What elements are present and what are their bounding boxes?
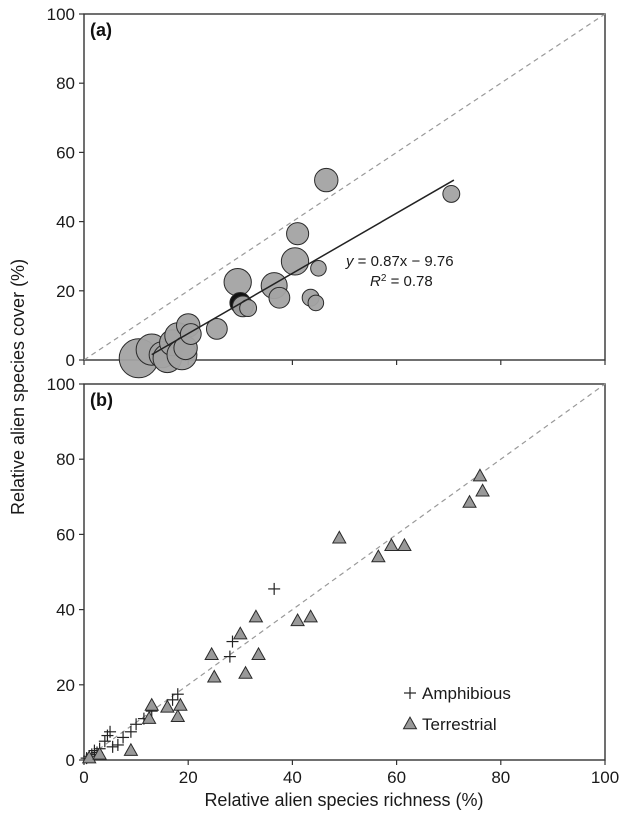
terrestrial-point (206, 669, 222, 683)
terrestrial-point (303, 609, 318, 623)
panel-b: 0 20 40 60 80 100 0 20 40 60 80 100 (b) Amphibious… (47, 375, 620, 787)
panel-a-label: (a) (90, 20, 112, 40)
bubble-point (310, 260, 327, 277)
bubble-point (280, 247, 310, 276)
terrestrial-point (290, 613, 305, 627)
terrestrial-point (397, 537, 412, 551)
terrestrial-point (170, 708, 186, 723)
amphibious-point (98, 735, 111, 748)
panel-a-y-tick-label: 40 (56, 213, 75, 232)
terrestrial-point (251, 646, 266, 660)
panel-b-y-tick-label: 60 (56, 525, 75, 544)
panel-b-legend: Amphibious Terrestrial (402, 684, 511, 734)
legend-triangle-marker (402, 716, 418, 730)
bubble-point (268, 286, 291, 309)
terrestrial-point (475, 483, 490, 497)
equation-y-symbol: y (345, 253, 355, 270)
panel-a-equation: y = 0.87x − 9.76 (345, 253, 454, 270)
panel-b-x-tick-label: 60 (387, 768, 406, 787)
terrestrial-point (173, 697, 188, 711)
legend-terrestrial-marker (402, 716, 418, 730)
terrestrial-point (141, 710, 157, 724)
panel-a-y-tick-label: 20 (56, 282, 75, 301)
legend-amphibious-label: Amphibious (422, 684, 511, 703)
terrestrial-point (123, 742, 139, 756)
panel-a-y-ticks: 0 20 40 60 80 100 (47, 5, 84, 370)
terrestrial-point (384, 537, 399, 551)
amphibious-point (223, 650, 236, 663)
panel-a-fit-line (151, 179, 455, 356)
panel-b-y-tick-label: 100 (47, 375, 75, 394)
bubble-point (307, 294, 325, 312)
panel-a-y-tick-label: 100 (47, 5, 75, 24)
r-squared-exponent: 2 (381, 273, 387, 284)
terrestrial-point (371, 549, 386, 563)
terrestrial-point (204, 646, 219, 660)
terrestrial-point (232, 626, 248, 640)
terrestrial-point (248, 609, 264, 623)
bubble-point (223, 268, 252, 297)
amphibious-point (104, 725, 117, 738)
panel-a-y-tick-label: 80 (56, 74, 75, 93)
r-squared-symbol: R (370, 273, 381, 290)
terrestrial-point (92, 746, 107, 760)
terrestrial-point (462, 494, 477, 508)
terrestrial-point (81, 750, 97, 764)
terrestrial-point (160, 699, 175, 713)
panel-a: 0 20 40 60 80 100 (a) y = 0.87x − 9.76 R2 = 0… (47, 5, 606, 379)
bubble-point (179, 323, 202, 345)
x-axis-title: Relative alien species richness (%) (204, 790, 483, 810)
panel-b-y-tick-label: 80 (56, 450, 75, 469)
amphibious-point (268, 582, 281, 595)
panel-b-y-ticks: 0 20 40 60 80 100 (47, 375, 84, 770)
panel-b-x-tick-label: 80 (491, 768, 510, 787)
panel-b-label: (b) (90, 390, 113, 410)
terrestrial-point (472, 468, 488, 482)
amphibious-point (111, 738, 124, 751)
amphibious-point (166, 693, 179, 706)
legend-terrestrial-label: Terrestrial (422, 715, 497, 734)
legend-amphibious-marker (404, 687, 416, 699)
terrestrial-point (144, 697, 160, 711)
panel-a-y-tick-label: 0 (66, 351, 75, 370)
terrestrial-point (331, 530, 347, 544)
y-axis-title: Relative alien species cover (%) (8, 259, 28, 515)
bubble-point (442, 184, 461, 203)
amphibious-point (226, 635, 239, 648)
panel-b-x-tick-label: 0 (79, 768, 88, 787)
panel-b-y-tick-label: 0 (66, 751, 75, 770)
panel-b-x-tick-label: 40 (283, 768, 302, 787)
legend-plus-marker (404, 687, 416, 699)
panel-b-identity-line (83, 383, 606, 761)
panel-b-y-tick-label: 40 (56, 601, 75, 620)
bubble-point (286, 222, 310, 246)
amphibious-point (117, 731, 130, 744)
panel-a-frame (83, 13, 606, 361)
amphibious-point (171, 688, 184, 701)
amphibious-point (124, 725, 137, 738)
amphibious-point (130, 718, 143, 731)
panel-b-frame (83, 383, 606, 761)
panel-b-terrestrial-points (81, 468, 490, 764)
panel-a-r-squared: R2 = 0.78 (370, 273, 433, 291)
panel-b-x-tick-label: 20 (179, 768, 198, 787)
terrestrial-point (238, 665, 253, 679)
panel-a-bubbles (118, 167, 461, 379)
panel-b-y-tick-label: 20 (56, 676, 75, 695)
amphibious-point (106, 740, 119, 753)
r-squared-value: = 0.78 (386, 273, 432, 290)
bubble-point (314, 167, 339, 193)
panel-b-x-tick-label: 100 (591, 768, 619, 787)
panel-a-y-tick-label: 60 (56, 143, 75, 162)
bubble-point (205, 317, 228, 340)
equation-text: = 0.87x − 9.76 (354, 253, 454, 270)
panel-b-x-ticks: 0 20 40 60 80 100 (79, 760, 619, 787)
